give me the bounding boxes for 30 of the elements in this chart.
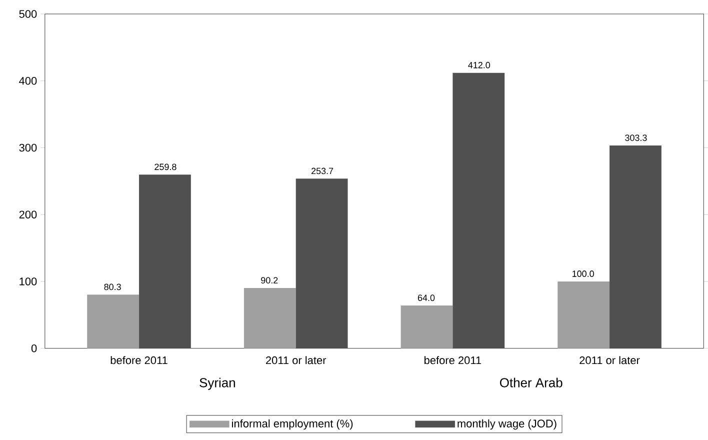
text: Syrian: [200, 378, 235, 390]
x-tick-label: 2011 or later: [266, 356, 326, 364]
data-label: 100.0: [572, 270, 594, 277]
data-label: 64.0: [418, 294, 435, 301]
bar: [244, 288, 296, 348]
y-tick-label: 300: [19, 144, 37, 152]
bar: [558, 281, 610, 348]
y-tick-label: 400: [19, 76, 37, 85]
bar: [400, 305, 453, 348]
legend-label: monthly wage (JOD): [458, 419, 556, 430]
bar: [452, 72, 505, 348]
bar: [139, 174, 191, 348]
y-tick-label: 100: [20, 278, 37, 286]
data-label: 259.8: [154, 164, 176, 170]
bar: [610, 145, 662, 348]
data-label: 80.3: [104, 284, 121, 290]
x-tick-label: before 2011: [424, 356, 482, 364]
x-tick-label: 2011 or later: [580, 356, 640, 364]
y-tick-label: 200: [19, 210, 37, 218]
data-label: 90.2: [261, 277, 278, 284]
data-label: 303.3: [625, 134, 647, 141]
bar: [296, 178, 348, 348]
x-tick-label: before 2011: [110, 356, 168, 364]
data-label: 412.0: [468, 62, 490, 68]
text: Other Arab: [500, 378, 562, 388]
data-label: 253.7: [312, 168, 334, 174]
legend-label: informal employment (%): [232, 419, 353, 430]
y-tick-label: 500: [19, 10, 37, 18]
y-tick-label: 0: [31, 344, 37, 352]
bar: [87, 294, 140, 348]
